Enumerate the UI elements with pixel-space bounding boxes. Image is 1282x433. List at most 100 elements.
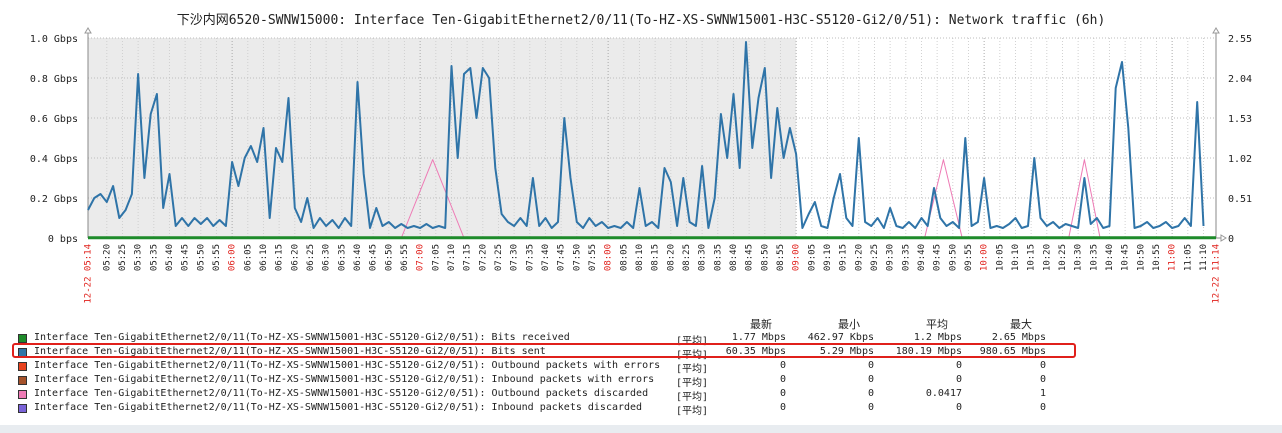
x-tick-label: 09:30 — [886, 244, 896, 271]
x-tick-label: 07:30 — [510, 244, 520, 271]
right-tick-label: 0 — [1228, 234, 1234, 245]
x-tick-label: 09:10 — [823, 244, 833, 271]
x-tick-label: 08:05 — [619, 244, 629, 271]
legend-value-max: 2.65 Mbps — [991, 332, 1046, 343]
x-tick-label: 10:25 — [1058, 244, 1068, 271]
left-axis-ticks: 0 bps 0.2 Gbps 0.4 Gbps 0.6 Gbps 0.8 Gbps 1.0… — [30, 34, 78, 245]
left-axis-arrow — [84, 27, 92, 34]
legend-value-max: 0 — [1039, 374, 1046, 385]
x-tick-label: 08:50 — [760, 244, 770, 271]
x-tick-label: 07:50 — [572, 244, 582, 271]
x-tick-label: 05:25 — [118, 244, 128, 271]
series-line-bits-sent — [87, 41, 1205, 229]
x-tick-label: 06:50 — [384, 244, 394, 271]
x-tick-label: 08:55 — [776, 244, 786, 271]
x-tick-label: 08:15 — [651, 244, 661, 271]
legend-value-avg: 180.19 Mbps — [895, 346, 962, 357]
legend-label: Interface Ten-GigabitEthernet2/0/11(To-H… — [34, 402, 643, 413]
x-tick-label: 06:00 — [228, 244, 238, 271]
left-tick-label: 0 bps — [48, 234, 78, 245]
legend-value-avg: 1.2 Mbps — [913, 332, 962, 343]
x-tick-label: 05:55 — [212, 244, 222, 271]
x-tick-label: 08:20 — [666, 244, 676, 271]
x-tick-label: 05:20 — [102, 244, 112, 271]
x-tick-label: 06:15 — [275, 244, 285, 271]
legend-row: Interface Ten-GigabitEthernet2/0/11(To-H… — [0, 346, 1282, 361]
x-tick-label: 09:55 — [964, 244, 974, 271]
x-tick-label: 10:00 — [980, 244, 990, 271]
x-tick-label: 11:05 — [1183, 244, 1193, 271]
x-tick-label: 10:30 — [1074, 244, 1084, 271]
legend-row: Interface Ten-GigabitEthernet2/0/11(To-H… — [0, 388, 1282, 403]
legend-func: [平均] — [676, 392, 709, 403]
x-tick-label: 10:40 — [1105, 244, 1115, 271]
legend-row: Interface Ten-GigabitEthernet2/0/11(To-H… — [0, 374, 1282, 389]
x-tick-label: 10:55 — [1152, 244, 1162, 271]
legend-value-last: 0 — [779, 374, 786, 385]
legend-value-max: 0 — [1039, 360, 1046, 371]
x-tick-label: 09:40 — [917, 244, 927, 271]
left-tick-label: 1.0 Gbps — [30, 34, 78, 45]
legend-label: Interface Ten-GigabitEthernet2/0/11(To-H… — [34, 332, 570, 343]
legend-value-min: 0 — [867, 402, 874, 413]
x-tick-label: 09:50 — [948, 244, 958, 271]
bits-sent-highlight-box — [12, 343, 1076, 358]
left-tick-label: 0.2 Gbps — [30, 194, 78, 205]
x-tick-label: 06:55 — [400, 244, 410, 271]
legend-row: Interface Ten-GigabitEthernet2/0/11(To-H… — [0, 332, 1282, 347]
x-tick-label: 07:25 — [494, 244, 504, 271]
x-tick-label: 07:35 — [525, 244, 535, 271]
x-tick-label: 06:25 — [306, 244, 316, 271]
right-tick-label: 1.02 — [1228, 154, 1252, 165]
legend-value-last: 0 — [779, 402, 786, 413]
series-line-outbound-packets-discarded — [88, 159, 1216, 239]
legend-func: [平均] — [676, 378, 709, 389]
x-tick-label: 07:05 — [431, 244, 441, 271]
x-tick-label: 06:30 — [322, 244, 332, 271]
series-lines — [87, 41, 1216, 240]
x-tick-label: 06:20 — [290, 244, 300, 271]
legend-row: Interface Ten-GigabitEthernet2/0/11(To-H… — [0, 402, 1282, 417]
legend-label: Interface Ten-GigabitEthernet2/0/11(To-H… — [34, 360, 661, 371]
legend-row: Interface Ten-GigabitEthernet2/0/11(To-H… — [0, 360, 1282, 375]
legend-value-min: 0 — [867, 360, 874, 371]
plot-area — [84, 27, 1227, 242]
chart-title: 下沙内网6520-SWNW15000: Interface Ten-Gigabi… — [177, 12, 1106, 28]
bottom-strip — [0, 425, 1282, 433]
left-tick-label: 0.6 Gbps — [30, 114, 78, 125]
legend-swatch — [18, 376, 27, 385]
x-axis-ticks: 12-22 05:14 05:20 05:25 05:30 05:35 05:40 05:4… — [84, 244, 1222, 304]
legend-value-min: 0 — [867, 374, 874, 385]
x-tick-label: 08:25 — [682, 244, 692, 271]
legend-header-last: 最新 — [750, 318, 772, 331]
legend-value-min: 5.29 Mbps — [819, 346, 874, 357]
x-tick-label: 06:10 — [259, 244, 269, 271]
legend-swatch — [18, 334, 27, 343]
x-tick-label: 05:35 — [149, 244, 159, 271]
left-tick-label: 0.4 Gbps — [30, 154, 78, 165]
x-tick-label: 05:45 — [181, 244, 191, 271]
left-tick-label: 0.8 Gbps — [30, 74, 78, 85]
legend-label: Interface Ten-GigabitEthernet2/0/11(To-H… — [34, 374, 655, 385]
x-tick-label: 09:25 — [870, 244, 880, 271]
x-tick-label: 07:45 — [557, 244, 567, 271]
x-tick-label: 10:05 — [995, 244, 1005, 271]
right-tick-label: 2.55 — [1228, 34, 1252, 45]
legend-func: [平均] — [676, 336, 709, 347]
legend-value-last: 60.35 Mbps — [725, 346, 786, 357]
x-tick-label: 09:15 — [839, 244, 849, 271]
legend-func: [平均] — [676, 350, 709, 361]
legend-value-avg: 0 — [955, 374, 962, 385]
x-tick-label: 08:45 — [745, 244, 755, 271]
legend-swatch — [18, 404, 27, 413]
legend-header-max: 最大 — [1010, 318, 1032, 331]
x-tick-label: 07:55 — [588, 244, 598, 271]
x-tick-label: 10:20 — [1042, 244, 1052, 271]
x-tick-label: 11:00 — [1168, 244, 1178, 271]
x-end-label: 12-22 11:14 — [1212, 244, 1222, 304]
x-tick-label: 05:30 — [134, 244, 144, 271]
x-tick-label: 06:35 — [337, 244, 347, 271]
x-tick-label: 10:45 — [1121, 244, 1131, 271]
working-time-shade — [88, 38, 797, 238]
x-tick-label: 10:15 — [1027, 244, 1037, 271]
